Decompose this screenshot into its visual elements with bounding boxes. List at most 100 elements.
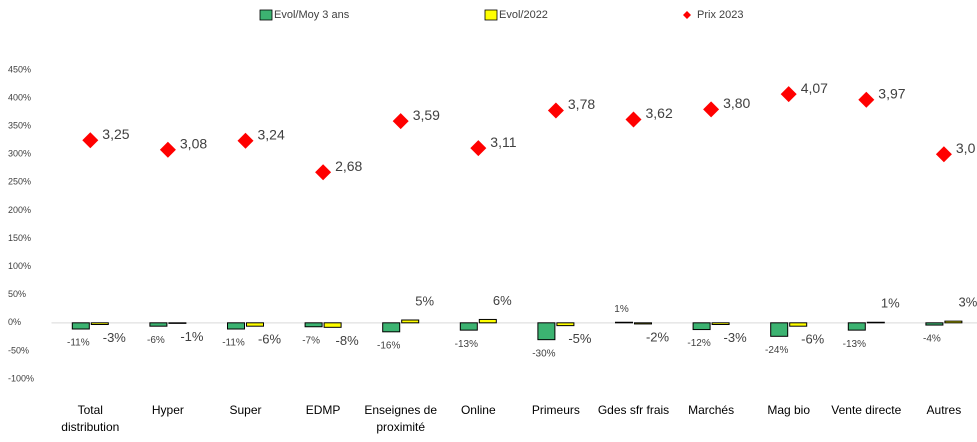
- marker: [703, 101, 720, 118]
- data-label: -5%: [568, 331, 592, 346]
- y-tick-label: 400%: [8, 92, 31, 102]
- data-label: -4%: [923, 334, 941, 345]
- legend-label: Prix 2023: [697, 9, 743, 21]
- data-label: 2,68: [335, 158, 362, 174]
- y-tick-label: 150%: [8, 233, 31, 243]
- marker: [625, 111, 642, 128]
- bar: [323, 322, 342, 328]
- y-tick-label: 200%: [8, 205, 31, 215]
- marker: [392, 113, 409, 130]
- bar: [770, 322, 789, 337]
- bar: [227, 322, 245, 330]
- data-label: 4,07: [801, 80, 828, 96]
- data-label: -11%: [222, 338, 245, 349]
- bar: [382, 322, 401, 333]
- data-label: 3,80: [723, 95, 750, 111]
- x-tick-label: Hyper: [151, 403, 184, 417]
- x-tick-label: Autres: [926, 403, 962, 417]
- data-label: -1%: [180, 329, 204, 344]
- bar: [90, 322, 109, 326]
- data-label: -8%: [336, 333, 360, 348]
- data-label: 3,78: [568, 96, 595, 112]
- bar: [478, 318, 497, 324]
- data-label: -6%: [147, 335, 165, 346]
- y-tick-label: 250%: [8, 177, 31, 187]
- data-label: -13%: [455, 339, 478, 350]
- data-label: -16%: [377, 340, 400, 351]
- legend-marker: [683, 11, 691, 19]
- data-label: 3,97: [878, 85, 905, 101]
- legend-label: Evol/Moy 3 ans: [274, 9, 350, 21]
- bar: [168, 322, 187, 324]
- bar: [246, 322, 264, 327]
- bar: [149, 322, 168, 327]
- y-tick-label: 100%: [8, 261, 31, 271]
- x-tick-label: EDMP: [305, 403, 341, 417]
- legend-label: Evol/2022: [499, 9, 548, 21]
- marker: [547, 102, 564, 119]
- marker: [780, 86, 797, 103]
- x-tick-label: Marchés: [688, 403, 735, 417]
- x-tick-label: Mag bio: [767, 403, 811, 417]
- data-label: 3,62: [646, 105, 673, 121]
- x-tick-label: Super: [229, 403, 262, 417]
- y-tick-label: 0%: [8, 317, 21, 327]
- marker: [159, 141, 176, 158]
- x-tick-label: Online: [460, 403, 496, 417]
- marker: [470, 140, 487, 157]
- x-tick-label: Primeurs: [531, 403, 580, 417]
- bar: [944, 320, 963, 324]
- y-tick-label: 300%: [8, 149, 31, 159]
- data-label: -13%: [843, 339, 866, 350]
- bar: [401, 319, 420, 324]
- bar: [71, 322, 90, 330]
- data-label: 3,11: [490, 134, 516, 150]
- x-tick-label: Enseignes de proximité: [364, 403, 438, 434]
- data-label: 1%: [614, 304, 629, 315]
- y-tick-label: 350%: [8, 121, 31, 131]
- data-label: 3,59: [413, 107, 440, 123]
- x-tick-label: Total distribution: [61, 403, 120, 434]
- bar: [925, 322, 944, 326]
- x-tick-label: Vente directe: [831, 403, 902, 417]
- data-label: 3,0: [956, 140, 976, 156]
- data-label: -7%: [302, 335, 320, 346]
- bar: [537, 322, 556, 341]
- bar: [304, 322, 323, 328]
- data-label: 3,25: [102, 126, 129, 142]
- data-label: 3,24: [258, 126, 285, 142]
- data-label: -3%: [724, 330, 748, 345]
- marker: [82, 132, 99, 149]
- data-label: -11%: [67, 338, 90, 349]
- x-tick-label: Gdes sfr frais: [597, 403, 670, 417]
- data-label: -2%: [646, 329, 670, 344]
- marker: [858, 91, 875, 108]
- bar: [459, 322, 478, 331]
- data-label: 5%: [415, 293, 434, 308]
- y-tick-label: -50%: [8, 345, 29, 355]
- bar: [866, 321, 885, 324]
- bar: [847, 322, 866, 331]
- data-label: 1%: [881, 296, 900, 311]
- y-tick-label: -100%: [8, 373, 34, 383]
- bar: [789, 322, 808, 327]
- bar: [615, 321, 633, 324]
- data-label: -24%: [765, 345, 788, 356]
- marker: [315, 164, 332, 181]
- bar: [711, 322, 730, 326]
- y-tick-label: 50%: [8, 289, 26, 299]
- data-label: -12%: [687, 338, 710, 349]
- data-label: 3%: [959, 295, 977, 310]
- legend-swatch: [484, 9, 498, 21]
- data-label: -6%: [258, 332, 282, 347]
- data-label: 6%: [493, 293, 512, 308]
- data-label: -6%: [801, 332, 825, 347]
- bar: [556, 322, 575, 327]
- bar: [692, 322, 711, 331]
- y-tick-label: 450%: [8, 64, 31, 74]
- legend-swatch: [259, 9, 273, 21]
- data-label: 3,08: [180, 135, 207, 151]
- marker: [237, 132, 254, 149]
